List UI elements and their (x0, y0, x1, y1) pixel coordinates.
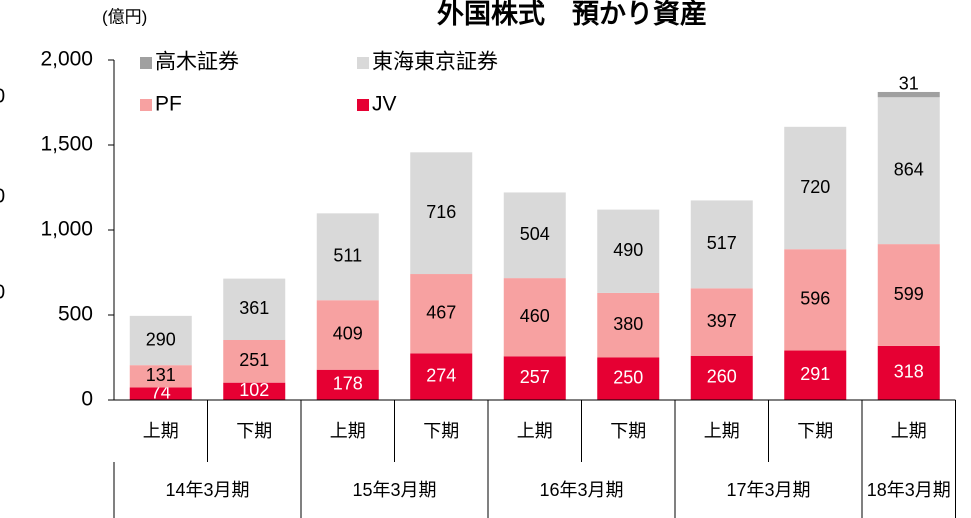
data-label: 250 (613, 368, 643, 388)
legend-swatch (140, 57, 152, 69)
data-label: 504 (520, 224, 550, 244)
bar-segment (597, 209, 660, 293)
data-label: 290 (146, 329, 176, 349)
data-label: 31 (899, 74, 919, 94)
data-label: 517 (707, 233, 737, 253)
bar-segment (129, 387, 192, 400)
legend-swatch (357, 57, 369, 69)
data-label: 596 (800, 289, 830, 309)
legend-label: 東海東京証券 (372, 51, 498, 74)
bar-segment (597, 357, 660, 400)
y-tick-label: 1,000 (40, 218, 93, 241)
data-label: 716 (426, 202, 456, 222)
bar-segment (784, 249, 847, 351)
bar-segment (877, 345, 940, 400)
x-tick-label: 下期 (236, 421, 273, 441)
x-tick-label: 上期 (142, 421, 179, 441)
data-label: 720 (800, 177, 830, 197)
bar-segment (877, 244, 940, 346)
bar-segment (597, 292, 660, 358)
data-label: 291 (800, 364, 830, 384)
x-tick-label: 上期 (329, 421, 366, 441)
edge-label: 0 (0, 185, 5, 207)
group-label: 15年3月期 (352, 480, 437, 500)
data-label: 260 (707, 367, 737, 387)
data-label: 490 (613, 240, 643, 260)
edge-label: 0 (0, 281, 5, 303)
data-label: 74 (151, 382, 171, 402)
bar-segment (129, 315, 192, 366)
legend-label: 高木証券 (155, 51, 239, 74)
bar-segment (690, 200, 753, 289)
x-tick-label: 下期 (797, 421, 834, 441)
data-label: 274 (426, 365, 456, 385)
bar-segment (410, 274, 473, 354)
bar-segment (223, 278, 286, 340)
bar-segment (129, 365, 192, 388)
data-label: 318 (894, 362, 924, 382)
data-label: 257 (520, 367, 550, 387)
group-label: 17年3月期 (726, 480, 811, 500)
group-label: 14年3月期 (165, 480, 250, 500)
bar-segment (410, 152, 473, 275)
bar-segment (877, 91, 940, 98)
x-tick-label: 上期 (703, 421, 740, 441)
x-tick-label: 下期 (610, 421, 647, 441)
data-label: 511 (333, 246, 362, 266)
bar-segment (690, 288, 753, 356)
x-tick-label: 上期 (890, 421, 927, 441)
bar-segment (784, 126, 847, 250)
legend-label: JV (372, 93, 397, 116)
legend-swatch (357, 99, 369, 111)
data-label: 380 (613, 314, 643, 334)
bar-segment (316, 369, 379, 400)
unit-label: (億円) (102, 7, 147, 26)
data-label: 864 (894, 159, 924, 179)
data-label: 460 (520, 306, 550, 326)
chart-title: 外国株式 預かり資産 (437, 0, 707, 29)
bar-segment (223, 382, 286, 400)
y-tick-label: 2,000 (40, 48, 93, 71)
y-tick-label: 1,500 (40, 133, 93, 156)
bar-segment (503, 192, 566, 279)
bar-segment (223, 339, 286, 383)
bar-segment (784, 350, 847, 400)
data-label: 361 (239, 298, 269, 318)
data-label: 251 (239, 350, 269, 370)
data-label: 102 (239, 380, 269, 400)
bar-segment (877, 97, 940, 245)
data-label: 467 (426, 302, 456, 322)
group-label: 18年3月期 (866, 480, 951, 500)
x-tick-label: 下期 (423, 421, 460, 441)
bar-segment (690, 355, 753, 400)
y-tick-label: 500 (58, 303, 93, 326)
data-label: 131 (146, 365, 176, 385)
data-label: 599 (894, 284, 924, 304)
legend-label: PF (155, 93, 182, 116)
group-label: 16年3月期 (539, 480, 624, 500)
y-tick-label: 0 (81, 388, 93, 411)
bar-segment (316, 213, 379, 301)
edge-label: 0 (0, 85, 5, 107)
bar-segment (316, 300, 379, 370)
bar-segment (503, 356, 566, 400)
legend-swatch (140, 99, 152, 111)
bar-segment (503, 278, 566, 357)
data-label: 397 (707, 311, 737, 331)
x-tick-label: 上期 (516, 421, 553, 441)
bar-segment (410, 353, 473, 400)
data-label: 178 (333, 374, 363, 394)
data-label: 409 (333, 324, 363, 344)
